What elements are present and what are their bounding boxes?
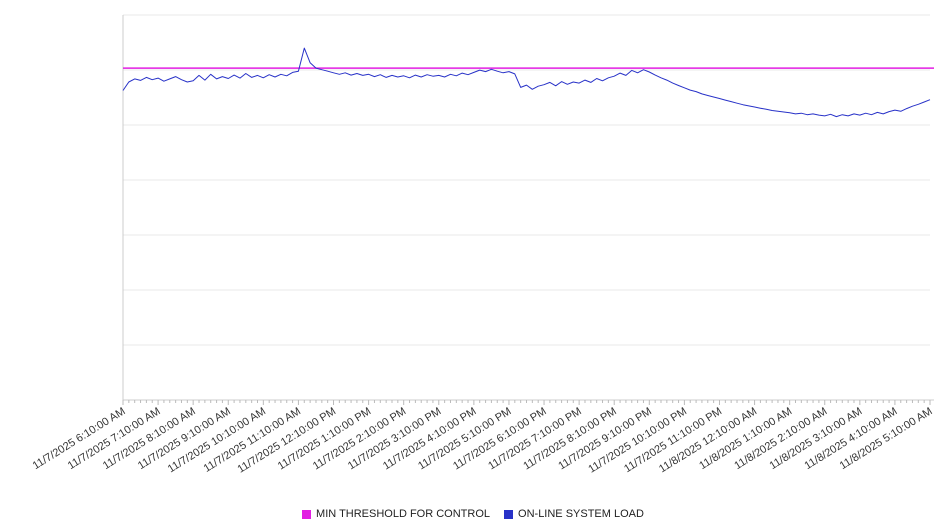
system-load-line	[122, 47, 931, 118]
legend-label-system-load: ON-LINE SYSTEM LOAD	[518, 508, 644, 520]
legend-item-system-load[interactable]: ON-LINE SYSTEM LOAD	[504, 508, 644, 520]
chart-legend: MIN THRESHOLD FOR CONTROL ON-LINE SYSTEM…	[0, 508, 946, 520]
legend-label-min-threshold: MIN THRESHOLD FOR CONTROL	[316, 508, 491, 520]
min-threshold-swatch-icon	[302, 509, 312, 519]
system-load-swatch-icon	[504, 509, 514, 519]
legend-item-min-threshold[interactable]: MIN THRESHOLD FOR CONTROL	[302, 508, 490, 520]
